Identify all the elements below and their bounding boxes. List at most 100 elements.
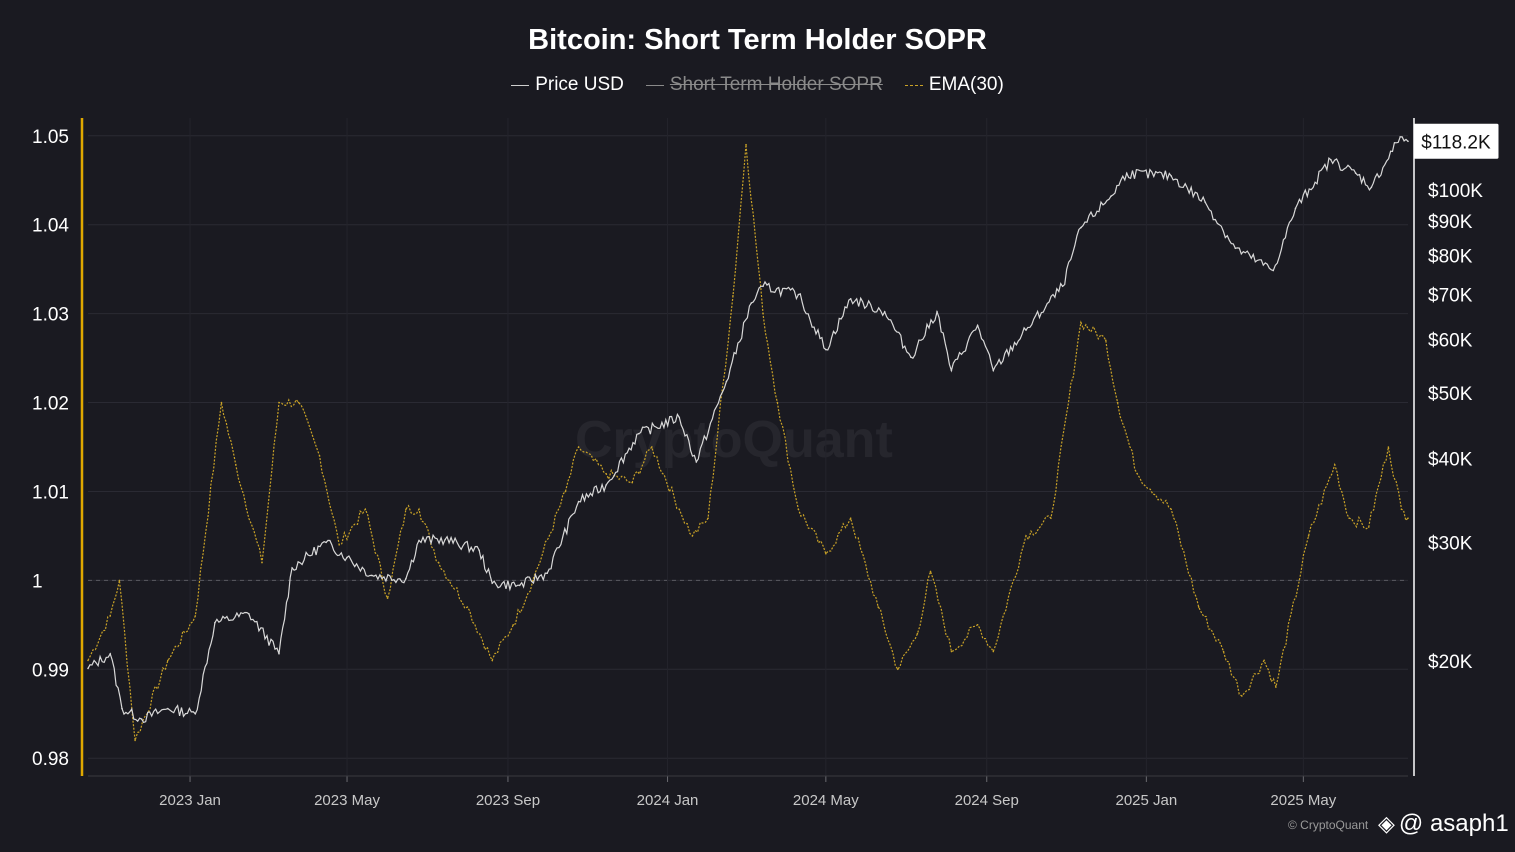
price-point <box>214 621 216 624</box>
current-price-badge <box>1413 123 1499 159</box>
left-tick-label: 1.04 <box>32 216 69 237</box>
price-point <box>695 461 698 463</box>
price-point <box>637 432 640 435</box>
ema-point <box>297 401 300 404</box>
price-point <box>1294 207 1297 210</box>
ema-point <box>235 463 237 466</box>
left-tick-label: 1.05 <box>32 127 69 148</box>
price-point <box>518 584 521 587</box>
ema-point <box>405 508 407 511</box>
ema-point <box>491 659 494 662</box>
price-point <box>992 369 995 372</box>
ema-point <box>797 508 800 511</box>
price-point <box>1330 158 1332 161</box>
ema-point <box>707 517 709 519</box>
chart-title: Bitcoin: Short Term Holder SOPR <box>528 24 987 56</box>
current-price-label: $118.2K <box>1421 132 1491 153</box>
price-point <box>325 541 327 544</box>
ema-point <box>418 508 420 511</box>
ema-point <box>651 446 653 448</box>
x-tick-label: 2023 Sep <box>476 792 540 809</box>
ema-point <box>1170 508 1173 511</box>
right-tick-label: $40K <box>1428 449 1473 470</box>
price-point <box>1399 136 1401 138</box>
ema-point <box>776 401 779 404</box>
ema-point <box>1197 606 1200 608</box>
price-point <box>109 652 112 655</box>
price-point <box>1272 269 1275 272</box>
ema-point <box>849 517 852 519</box>
price-point <box>405 577 407 580</box>
author-handle-text: @ asaph1 <box>1398 810 1509 837</box>
price-point <box>762 285 764 288</box>
price-point <box>371 574 373 577</box>
ema-point <box>691 535 694 537</box>
credit-text: © CryptoQuant <box>1288 818 1369 832</box>
left-tick-label: 1.03 <box>32 305 69 326</box>
ema-point <box>564 490 567 493</box>
x-tick-label: 2025 Jan <box>1115 792 1177 809</box>
x-tick-label: 2025 May <box>1270 792 1336 809</box>
right-tick-label: $20K <box>1428 652 1473 673</box>
price-point <box>936 310 938 313</box>
price-point <box>750 302 753 304</box>
binance-diamond-icon: ◈ <box>1378 811 1395 836</box>
right-tick-label: $30K <box>1428 533 1473 554</box>
ema-point <box>877 606 879 608</box>
right-tick-label: $80K <box>1428 246 1473 267</box>
left-tick-label: 0.98 <box>32 749 69 770</box>
price-point <box>1354 172 1357 174</box>
price-point <box>194 712 197 715</box>
legend-item-ema[interactable]: EMA(30) <box>904 74 1004 96</box>
price-point <box>1080 226 1082 229</box>
ema-point <box>1104 339 1107 342</box>
price-point <box>1110 195 1112 197</box>
price-point <box>418 539 420 542</box>
left-tick-label: 1.02 <box>32 394 69 415</box>
ema-point <box>1307 535 1310 537</box>
ema-point <box>437 561 440 564</box>
ema-point <box>318 455 321 457</box>
ema-point <box>745 143 747 146</box>
right-tick-label: $60K <box>1428 331 1473 352</box>
price-point <box>976 324 979 327</box>
price-point <box>883 310 886 313</box>
price-point <box>1061 285 1064 288</box>
ema-point <box>762 312 764 315</box>
ema-point <box>678 508 681 511</box>
price-point <box>278 652 280 655</box>
ema-point <box>109 615 112 617</box>
ema-point <box>1080 321 1082 324</box>
ema-point <box>220 401 223 404</box>
ema-point <box>87 659 89 662</box>
price-point <box>797 293 800 296</box>
left-tick-label: 1 <box>32 571 43 592</box>
price-point <box>291 567 293 569</box>
ema-point <box>1241 695 1243 697</box>
legend-label-ema: EMA(30) <box>928 74 1004 95</box>
price-point <box>1025 329 1027 331</box>
ema-point <box>278 401 280 404</box>
ema-point <box>261 561 263 564</box>
price-point <box>140 718 143 720</box>
ema-point <box>577 446 580 448</box>
legend-swatch-price <box>511 84 530 86</box>
x-tick-label: 2024 May <box>793 792 859 809</box>
x-tick-label: 2023 Jan <box>159 792 221 809</box>
ema-point <box>1400 508 1403 511</box>
ema-point <box>1333 463 1336 466</box>
legend-item-price[interactable]: Price USD <box>511 74 624 96</box>
price-point <box>605 484 607 486</box>
ema-point <box>1136 472 1138 475</box>
series-line-price-usd <box>87 136 1409 724</box>
ema-point <box>512 624 514 626</box>
right-tick-label: $70K <box>1428 286 1473 307</box>
legend-item-sopr[interactable]: Short Term Holder SOPR <box>645 74 883 96</box>
ema-point <box>1367 526 1370 528</box>
ema-point <box>1263 659 1265 662</box>
ema-point <box>950 650 953 653</box>
price-point <box>1170 175 1173 177</box>
price-point <box>248 613 250 615</box>
ema-point <box>1275 686 1277 688</box>
price-point <box>1204 201 1207 203</box>
